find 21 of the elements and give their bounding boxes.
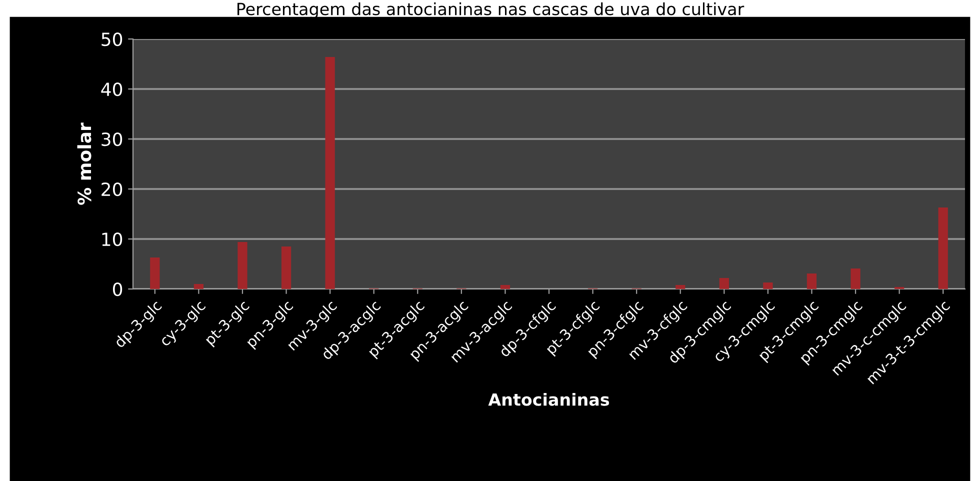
y-tick-label: 0 [112,282,122,296]
y-axis-title: % molar [77,122,92,205]
x-axis-title: Antocianinas [488,392,610,406]
bar [676,285,686,289]
bar [194,284,204,289]
bar [281,246,292,289]
bar [938,208,948,289]
y-tick-label: 10 [102,232,122,246]
bar [500,285,510,289]
bar [806,274,817,289]
y-tick-label: 40 [101,82,122,96]
chart-title: Percentagem das antocianinas nas cascas de uva do cultivar [237,2,744,19]
y-tick-label: 30 [102,132,122,146]
bar [850,268,860,289]
bar [238,242,248,289]
bar [719,278,729,289]
y-tick-label: 20 [102,182,122,196]
bar [150,258,160,289]
bar [325,57,335,289]
y-tick-label: 50 [102,32,122,46]
bar [763,282,773,289]
